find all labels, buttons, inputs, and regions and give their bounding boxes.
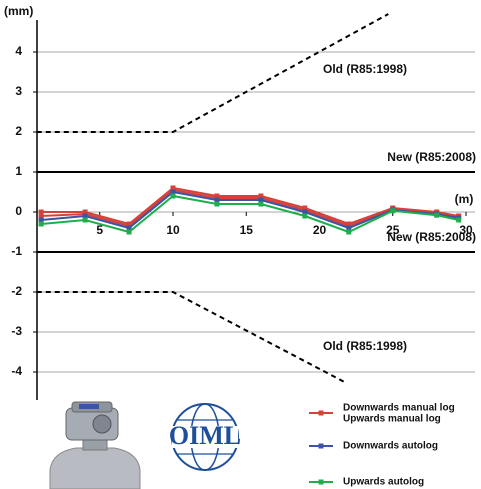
x-tick-label: 20 [313,223,327,237]
series-marker [456,218,461,223]
y-tick-label: -2 [11,284,22,298]
logo-text: OIML [169,421,241,450]
series-marker [39,222,44,227]
limit-label: Old (R85:1998) [323,339,407,353]
series-marker [127,230,132,235]
series-marker [434,213,439,218]
y-tick-label: 4 [15,44,22,58]
y-tick-label: -3 [11,324,22,338]
y-tick-label: -4 [11,364,22,378]
series-marker [346,230,351,235]
reference-label: New (R85:2008) [387,150,476,164]
legend-label: Downwards autolog [343,441,438,452]
y-tick-label: 2 [15,124,22,138]
series-marker [171,194,176,199]
legend-marker [319,480,324,485]
limit-label: Old (R85:1998) [323,62,407,76]
y-tick-label: -1 [11,244,22,258]
series-marker [258,202,263,207]
oiml-logo: OIML [169,404,241,470]
y-tick-label: 1 [15,164,22,178]
y-tick-label: 0 [15,204,22,218]
y-axis-label: (mm) [4,4,33,18]
series-marker [390,208,395,213]
series-marker [302,214,307,219]
x-axis-label: (m) [455,192,474,206]
limit-curve [37,292,345,382]
x-tick-label: 10 [166,223,180,237]
legend-label: Downwards manual log [343,403,455,414]
legend-label: Upwards autolog [343,477,424,488]
legend-marker [319,444,324,449]
transmitter-image [50,402,140,489]
reference-label: New (R85:2008) [387,230,476,244]
legend-marker [319,411,324,416]
chart: (mm) (m) OIML 43210-1-2-3-451015202530Ne… [0,0,481,489]
y-tick-label: 3 [15,84,22,98]
series-marker [83,218,88,223]
legend-label: Upwards manual log [343,414,441,425]
x-tick-label: 15 [240,223,254,237]
series-marker [214,202,219,207]
